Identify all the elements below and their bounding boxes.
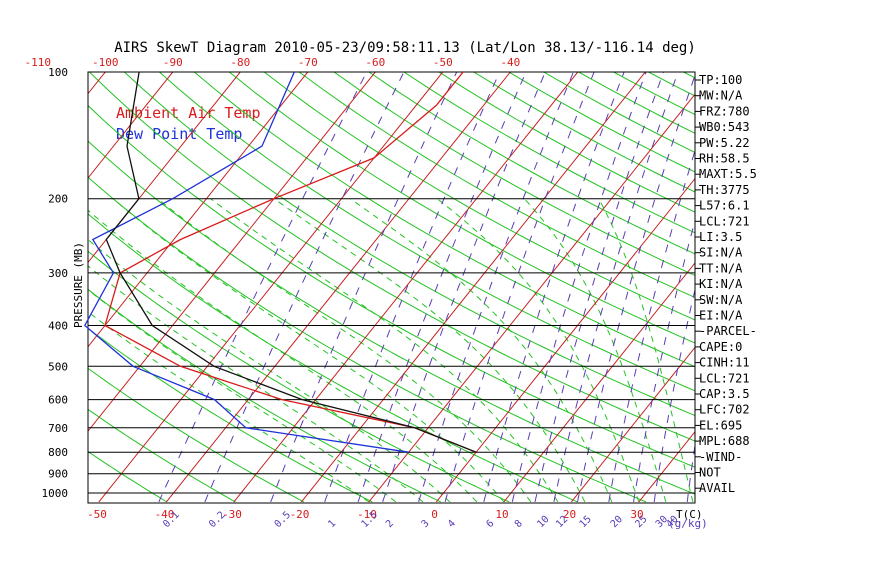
top-axis-tick-label: -60 — [365, 56, 385, 69]
index-label: FRZ:780 — [699, 104, 750, 118]
index-label: MAXT:5.5 — [699, 167, 757, 181]
top-axis-tick-label: -70 — [298, 56, 318, 69]
index-label: AVAIL — [699, 481, 735, 495]
index-label: TT:N/A — [699, 261, 743, 275]
mixing-ratio-label: 20 — [609, 514, 625, 530]
index-label: TP:100 — [699, 73, 742, 87]
index-label: MW:N/A — [699, 89, 743, 103]
dry-adiabat — [439, 72, 870, 502]
dry-adiabat — [264, 72, 870, 502]
mixing-ratio-label: 1 — [326, 518, 338, 530]
index-label: -WIND- — [699, 450, 742, 464]
top-axis-tick-label: -90 — [163, 56, 183, 69]
dry-adiabat — [229, 72, 870, 502]
bottom-axis-tick-label: -20 — [290, 508, 310, 521]
bottom-axis-tick-label: -50 — [87, 508, 107, 521]
mixing-ratio-label: 15 — [578, 514, 594, 530]
isotherm — [841, 53, 870, 502]
index-label: -PARCEL- — [699, 324, 757, 338]
index-label: PW:5.22 — [699, 136, 750, 150]
pressure-tick-label: 900 — [48, 468, 68, 481]
top-axis: -120-110-100-90-80-70-60-50-40 — [0, 56, 520, 69]
isotherm — [369, 53, 728, 502]
bottom-axis-tick-label: 0 — [431, 508, 438, 521]
index-label: SW:N/A — [699, 293, 743, 307]
moist-adiabat — [437, 199, 639, 502]
pressure-tick-label: 600 — [48, 394, 68, 407]
mixing-ratio-line — [512, 72, 646, 502]
top-axis-tick-label: -110 — [25, 56, 52, 69]
isotherm — [504, 53, 863, 502]
moist-adiabat — [524, 199, 666, 502]
pressure-tick-label: 800 — [48, 446, 68, 459]
index-label: EL:695 — [699, 418, 742, 432]
isotherm — [0, 53, 53, 502]
mixing-ratio-label: 8 — [513, 518, 525, 530]
pressure-tick-label: 700 — [48, 422, 68, 435]
index-label: MPL:688 — [699, 434, 750, 448]
index-label: LFC:702 — [699, 403, 750, 417]
moist-adiabat — [274, 199, 585, 502]
index-label: CINH:11 — [699, 356, 750, 370]
index-label: SI:N/A — [699, 246, 743, 260]
index-label: TH:3775 — [699, 183, 750, 197]
mixing-ratio-label: 3 — [420, 518, 432, 530]
mixing-ratio-label: 4 — [446, 518, 458, 530]
isotherm — [774, 53, 870, 502]
y-axis-label: PRESSURE (MB) — [72, 242, 85, 328]
pressure-tick-label: 300 — [48, 267, 68, 280]
dry-adiabat — [753, 72, 870, 502]
index-label: NOT — [699, 466, 721, 480]
chart-title: AIRS SkewT Diagram 2010-05-23/09:58:11.1… — [114, 40, 696, 56]
moist-adiabat — [599, 199, 693, 502]
pressure-tick-label: 100 — [48, 66, 68, 79]
dry-adiabat — [649, 72, 870, 502]
dry-adiabat — [0, 72, 646, 502]
index-label: LI:3.5 — [699, 230, 742, 244]
pressure-tick-label: 400 — [48, 319, 68, 332]
dry-adiabat — [194, 72, 870, 502]
top-axis-tick-label: -80 — [230, 56, 250, 69]
index-label: CAPE:0 — [699, 340, 742, 354]
pressure-tick-label: 500 — [48, 360, 68, 373]
top-axis-tick-label: -40 — [500, 56, 520, 69]
pressure-tick-label: 1000 — [42, 487, 69, 500]
index-label: RH:58.5 — [699, 152, 750, 166]
mixing-ratio-label: 10 — [535, 514, 551, 530]
moist-adiabat — [350, 199, 612, 502]
mixing-ratio-line — [554, 72, 678, 502]
dry-adiabat — [0, 72, 578, 502]
index-label: LCL:721 — [699, 371, 750, 385]
mixing-ratio-label: 2 — [384, 518, 396, 530]
index-label: KI:N/A — [699, 277, 743, 291]
isotherm — [639, 53, 870, 502]
dry-adiabat — [369, 72, 870, 502]
index-label: CAP:3.5 — [699, 387, 750, 401]
index-label: WB0:543 — [699, 120, 750, 134]
legend-item-ambient-air-temp: Ambient Air Temp — [116, 104, 261, 122]
mixing-ratio-line — [535, 72, 664, 502]
mixing-ratio-line — [484, 72, 624, 502]
index-label: EI:N/A — [699, 309, 743, 323]
dry-adiabat — [334, 72, 870, 502]
mixing-ratio-line — [271, 72, 457, 502]
mixing-ratio-line — [445, 72, 594, 502]
top-axis-tick-label: -100 — [92, 56, 119, 69]
bottom-axis-tick-label: 10 — [495, 508, 508, 521]
dry-adiabat — [823, 72, 870, 502]
pressure-tick-label: 200 — [48, 193, 68, 206]
dry-adiabat — [788, 72, 870, 502]
dry-adiabat — [858, 72, 870, 502]
mixing-ratio-unit-label: (g/kg) — [668, 517, 708, 530]
legend-item-dew-point-temp: Dew Point Temp — [116, 125, 242, 143]
index-label: L57:6.1 — [699, 199, 750, 213]
index-label: LCL:721 — [699, 214, 750, 228]
top-axis-tick-label: -50 — [433, 56, 453, 69]
